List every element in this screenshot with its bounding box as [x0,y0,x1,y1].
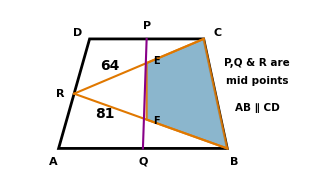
Text: 64: 64 [100,59,119,73]
Text: mid points: mid points [226,76,288,86]
Text: B: B [230,157,239,167]
Polygon shape [147,39,227,148]
Text: 81: 81 [95,107,114,122]
Text: Q: Q [138,157,148,167]
Text: R: R [56,89,64,99]
Text: F: F [153,116,159,126]
Text: D: D [73,28,82,38]
Text: E: E [153,56,159,66]
Text: A: A [49,157,58,167]
Text: C: C [214,28,222,38]
Text: AB ∥ CD: AB ∥ CD [235,103,279,112]
Text: P: P [143,21,151,31]
Text: P,Q & R are: P,Q & R are [224,58,290,68]
